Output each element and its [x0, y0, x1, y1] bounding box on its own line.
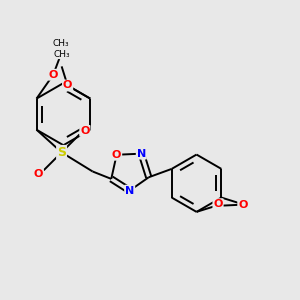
Text: O: O — [112, 150, 121, 160]
Text: O: O — [213, 199, 223, 209]
Text: CH₃: CH₃ — [52, 39, 69, 48]
Text: O: O — [49, 70, 58, 80]
Text: O: O — [34, 169, 43, 179]
Text: O: O — [63, 80, 72, 91]
Text: N: N — [137, 149, 146, 159]
Text: S: S — [57, 146, 66, 159]
Text: CH₃: CH₃ — [53, 50, 70, 58]
Text: O: O — [80, 126, 90, 136]
Text: N: N — [125, 186, 134, 196]
Text: O: O — [238, 200, 248, 210]
